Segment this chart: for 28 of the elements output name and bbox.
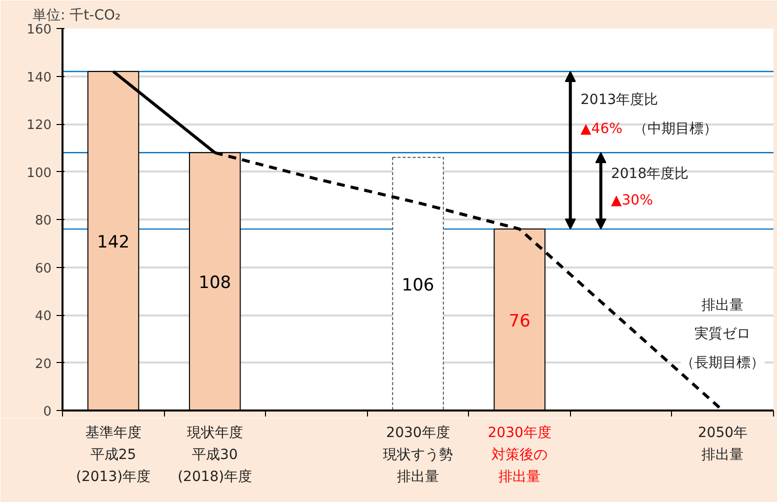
y-tick-label: 160: [26, 22, 52, 38]
y-tick-label: 60: [34, 261, 52, 276]
annotation: （長期目標）: [680, 354, 765, 371]
x-tick-label: 2030年度現状すう勢排出量: [383, 425, 453, 485]
y-axis-title: 単位: 千t-CO₂: [32, 8, 121, 24]
annotation: 2013年度比: [580, 92, 658, 108]
annotation: 2018年度比: [610, 166, 689, 182]
y-tick-label: 140: [26, 70, 52, 86]
y-tick-label: 40: [34, 309, 52, 324]
y-tick-label: 100: [26, 166, 52, 181]
y-tick-label: 20: [34, 356, 52, 372]
annotation: ▲30%: [610, 192, 653, 208]
annotation: 実質ゼロ: [694, 326, 751, 342]
bar: [392, 156, 444, 410]
data-label: 108: [198, 273, 232, 294]
y-tick-label: 80: [34, 214, 52, 228]
x-tick-label: 2030年度対策後の排出量: [488, 425, 552, 485]
y-tick-label: 0: [43, 404, 52, 420]
x-tick-label: 2050年排出量: [698, 425, 748, 464]
data-label: 142: [97, 232, 130, 252]
annotation: （中期目標）: [633, 120, 718, 137]
data-label: 76: [508, 311, 530, 332]
annotation: ▲46%: [580, 120, 622, 137]
x-tick-label: 基準年度平成25(2013)年度: [76, 425, 151, 485]
data-label: 106: [402, 275, 434, 296]
y-tick-label: 120: [26, 118, 52, 133]
x-tick-label: 現状年度平成30(2018)年度: [178, 425, 252, 485]
annotation: 排出量: [702, 297, 744, 314]
